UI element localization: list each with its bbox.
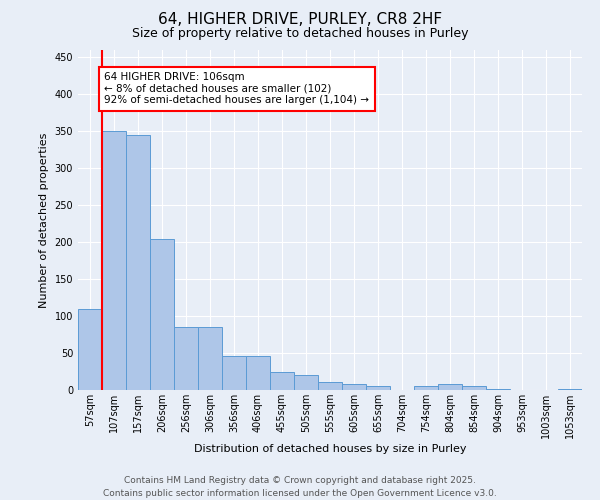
Bar [174, 327, 198, 390]
Bar [462, 386, 486, 390]
Text: 64 HIGHER DRIVE: 106sqm
← 8% of detached houses are smaller (102)
92% of semi-de: 64 HIGHER DRIVE: 106sqm ← 8% of detached… [104, 72, 370, 106]
Bar [342, 384, 366, 390]
Bar [366, 386, 390, 390]
Bar [102, 132, 126, 390]
Bar [246, 356, 270, 390]
X-axis label: Distribution of detached houses by size in Purley: Distribution of detached houses by size … [194, 444, 466, 454]
Bar [150, 239, 174, 390]
Bar [270, 372, 294, 390]
Bar [318, 382, 342, 390]
Bar [126, 135, 150, 390]
Text: Size of property relative to detached houses in Purley: Size of property relative to detached ho… [132, 28, 468, 40]
Y-axis label: Number of detached properties: Number of detached properties [39, 132, 49, 308]
Bar [438, 384, 462, 390]
Bar [78, 308, 102, 390]
Bar [414, 386, 438, 390]
Bar [198, 327, 222, 390]
Text: 64, HIGHER DRIVE, PURLEY, CR8 2HF: 64, HIGHER DRIVE, PURLEY, CR8 2HF [158, 12, 442, 28]
Bar [294, 375, 318, 390]
Text: Contains HM Land Registry data © Crown copyright and database right 2025.
Contai: Contains HM Land Registry data © Crown c… [103, 476, 497, 498]
Bar [222, 356, 246, 390]
